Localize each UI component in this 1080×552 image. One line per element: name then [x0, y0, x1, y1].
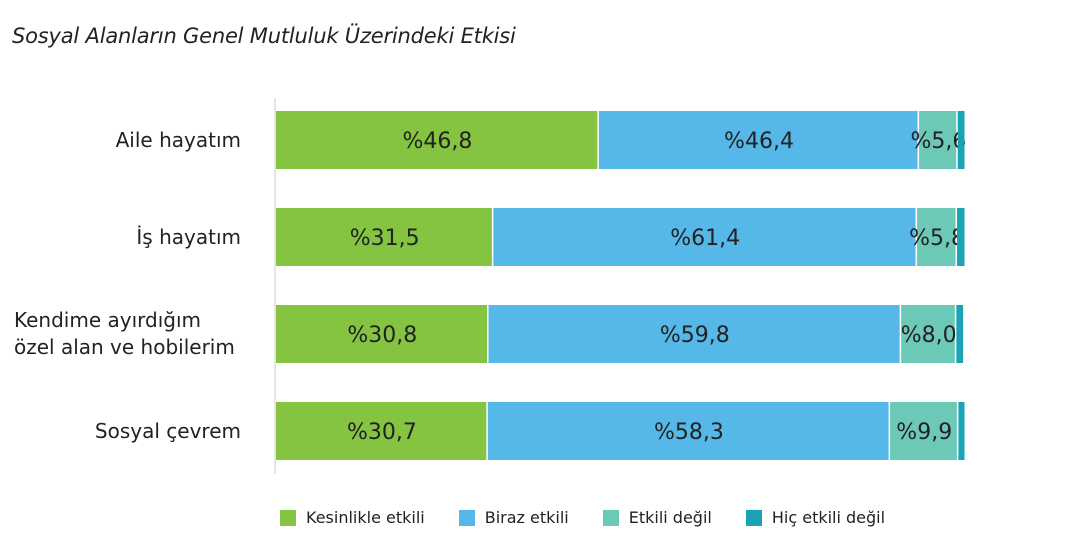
data-label: %61,4: [670, 226, 740, 251]
bar-segment: [956, 305, 964, 363]
stacked-bar-chart: Aile hayatım %46,8 %46,4 %5,6 İş hayatım %31,…: [14, 98, 966, 474]
data-label: %30,7: [347, 420, 417, 445]
category-label: Aile hayatım: [116, 128, 241, 152]
bar-segment: [276, 402, 487, 460]
bar-segment: [487, 402, 889, 460]
legend-label: Kesinlikle etkili: [306, 508, 425, 527]
bar-segment: [493, 208, 916, 266]
bar-segment: [276, 111, 598, 169]
legend-swatch: [280, 509, 296, 526]
data-label: %9,9: [896, 420, 952, 445]
data-label: %46,4: [724, 129, 794, 154]
bar-segment: [276, 305, 488, 363]
data-label: %30,8: [347, 323, 417, 348]
legend-swatch: [602, 509, 619, 526]
data-label: %31,5: [350, 226, 420, 251]
category-label: Sosyal çevrem: [95, 419, 241, 443]
legend-item-biraz-etkili: Biraz etkili: [458, 508, 569, 527]
bar-segment: [917, 208, 956, 266]
bar-segment: [958, 402, 965, 460]
data-label: %59,8: [660, 323, 730, 348]
data-label: %5,8: [909, 226, 965, 251]
legend-item-hic-etkili-degil: Hiç etkili değil: [745, 508, 886, 527]
legend-swatch: [458, 509, 475, 526]
data-label: %5,6: [910, 129, 966, 154]
bar-segment: [919, 111, 957, 169]
category-label: Kendime ayırdığım özel alan ve hobilerim: [14, 308, 235, 359]
legend-swatch: [745, 509, 762, 526]
data-label: %8,0: [901, 323, 957, 348]
category-label: İş hayatım: [136, 225, 241, 249]
bar-segment: [890, 402, 957, 460]
legend-label: Hiç etkili değil: [771, 508, 886, 527]
legend-label: Etkili değil: [628, 508, 712, 527]
legend-label: Biraz etkili: [484, 508, 569, 527]
legend-item-etkili-degil: Etkili değil: [602, 508, 712, 527]
bar-segment: [598, 111, 918, 169]
bar-segment: [488, 305, 900, 363]
legend-item-kesinlikle-etkili: Kesinlikle etkili: [280, 508, 425, 527]
bar-segment: [276, 208, 492, 266]
bar-segment: [957, 111, 965, 169]
bar-segment: [901, 305, 955, 363]
legend: Kesinlikle etkili Biraz etkili Etkili de…: [280, 508, 885, 527]
chart-title: Sosyal Alanların Genel Mutluluk Üzerinde…: [12, 24, 516, 48]
data-label: %58,3: [654, 420, 724, 445]
bar-segment: [957, 208, 965, 266]
data-label: %46,8: [403, 129, 473, 154]
